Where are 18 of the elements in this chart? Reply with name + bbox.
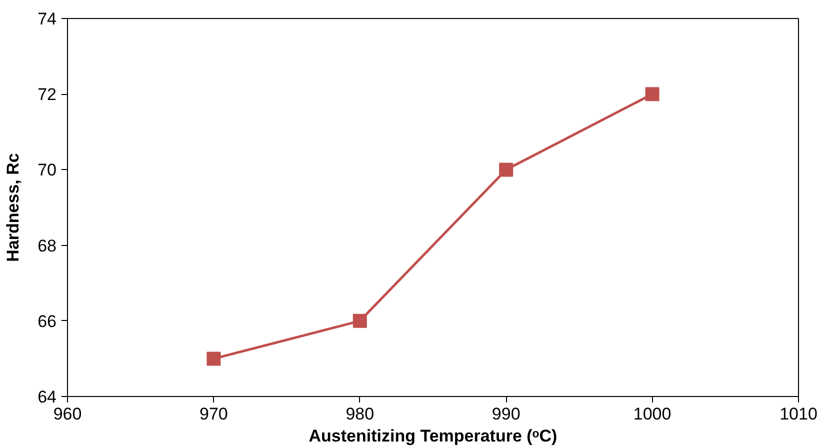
x-tick-label: 970 — [200, 404, 228, 424]
x-tick-label: 1010 — [780, 404, 818, 424]
y-tick-label: 64 — [38, 388, 57, 406]
x-tick-label: 1000 — [633, 404, 672, 424]
point — [499, 162, 514, 177]
x-axis-title: Austenitizing Temperature (ᵒC) — [308, 426, 558, 446]
y-tick-label: 68 — [38, 236, 57, 256]
x-tick-label: 980 — [346, 404, 374, 424]
x-tick-label: 990 — [492, 404, 520, 424]
y-tick-label: 74 — [38, 10, 57, 28]
y-axis-title: Hardness, Rc — [4, 153, 23, 262]
point — [206, 352, 221, 366]
y-tick-label: 66 — [38, 312, 57, 331]
point — [645, 87, 660, 102]
x-tick-label: 960 — [53, 404, 82, 424]
y-tick-label: 72 — [38, 85, 57, 104]
point — [352, 314, 367, 328]
y-tick-label: 70 — [38, 160, 57, 180]
